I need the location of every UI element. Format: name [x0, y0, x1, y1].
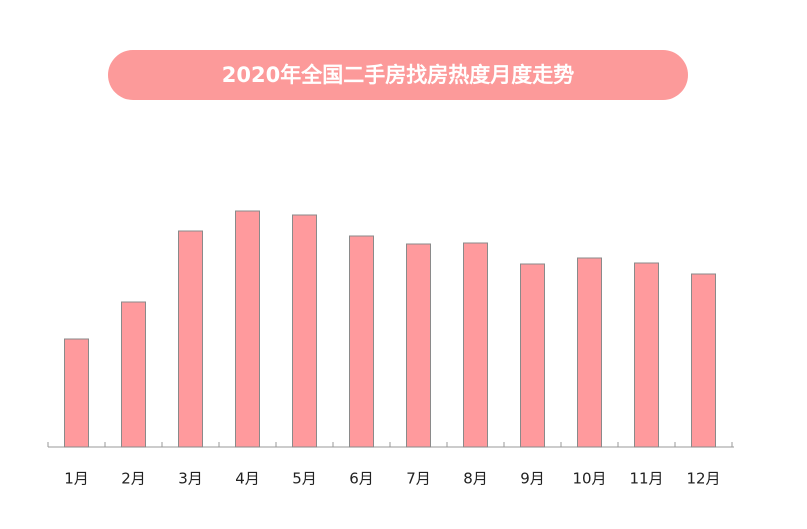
x-tick-label: 3月 — [178, 470, 203, 488]
x-tick-label: 11月 — [629, 470, 663, 488]
x-tick-label: 9月 — [520, 470, 545, 488]
bar — [463, 242, 488, 448]
bar — [121, 301, 146, 448]
bar — [178, 230, 203, 448]
bar — [577, 257, 602, 448]
x-tick-label: 2月 — [121, 470, 146, 488]
bar — [406, 243, 431, 448]
bar — [292, 214, 317, 448]
title-pill — [108, 50, 688, 100]
x-tick-label: 4月 — [235, 470, 260, 488]
x-tick-label: 8月 — [463, 470, 488, 488]
x-tick-label: 5月 — [292, 470, 317, 488]
bar — [64, 338, 89, 448]
bar — [235, 210, 260, 448]
chart-title: 2020年全国二手房找房热度月度走势 — [222, 63, 574, 87]
x-tick-label: 1月 — [64, 470, 89, 488]
x-tick-label: 7月 — [406, 470, 431, 488]
bar — [691, 273, 716, 448]
x-tick-label: 6月 — [349, 470, 374, 488]
bar — [634, 262, 659, 448]
x-tick-label: 12月 — [686, 470, 720, 488]
bar — [349, 235, 374, 448]
bar — [520, 263, 545, 448]
x-tick-label: 10月 — [572, 470, 606, 488]
